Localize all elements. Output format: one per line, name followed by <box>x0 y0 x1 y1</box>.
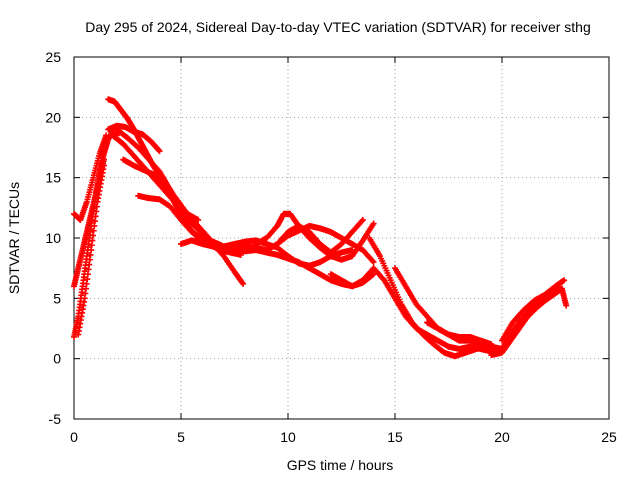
y-tick-label: 15 <box>45 170 61 186</box>
data-point <box>561 277 568 284</box>
x-tick-label: 20 <box>494 429 510 445</box>
chart-title: Day 295 of 2024, Sidereal Day-to-day VTE… <box>85 19 591 35</box>
series-track-21 <box>499 277 568 344</box>
data-point <box>195 216 202 223</box>
series-track-11 <box>178 237 356 269</box>
series-track-15 <box>327 265 452 350</box>
y-tick-label: 0 <box>53 351 61 367</box>
x-tick-label: 0 <box>70 429 78 445</box>
data-point <box>370 220 377 227</box>
data-point <box>359 216 366 223</box>
series-track-6 <box>105 122 163 155</box>
series-track-20 <box>488 285 570 359</box>
data-point <box>156 148 163 155</box>
data-point <box>369 272 376 279</box>
series-track-18 <box>424 319 495 348</box>
series-track-17 <box>392 265 505 353</box>
x-axis-label: GPS time / hours <box>287 457 394 473</box>
x-tick-label: 5 <box>177 429 185 445</box>
series-track-3 <box>71 132 110 223</box>
series-track-5 <box>105 96 244 258</box>
y-tick-label: 20 <box>45 109 61 125</box>
x-tick-label: 15 <box>387 429 403 445</box>
data-point <box>240 280 247 287</box>
series-track-13 <box>252 210 377 263</box>
x-tick-label: 25 <box>601 429 617 445</box>
y-tick-label: 25 <box>45 49 61 65</box>
data-point <box>100 156 107 163</box>
data-point <box>103 132 110 139</box>
y-axis-label: SDTVAR / TECUs <box>6 182 22 294</box>
data-point <box>488 341 495 348</box>
series-track-14 <box>274 222 377 266</box>
y-tick-label: 10 <box>45 230 61 246</box>
data-point <box>100 162 107 169</box>
y-tick-label: 5 <box>53 290 61 306</box>
series-track-9 <box>120 156 212 241</box>
data-point <box>563 302 570 309</box>
data-point <box>370 271 377 278</box>
y-tick-label: -5 <box>49 411 62 427</box>
data-points <box>71 96 570 360</box>
series-track-2 <box>71 156 107 290</box>
x-tick-label: 10 <box>280 429 296 445</box>
data-point <box>370 259 377 266</box>
axis-ticks: 0 5 10 15 20 25 -5 0 5 10 15 20 25 <box>45 49 617 445</box>
data-point <box>155 147 162 154</box>
series-track-4 <box>75 162 107 338</box>
